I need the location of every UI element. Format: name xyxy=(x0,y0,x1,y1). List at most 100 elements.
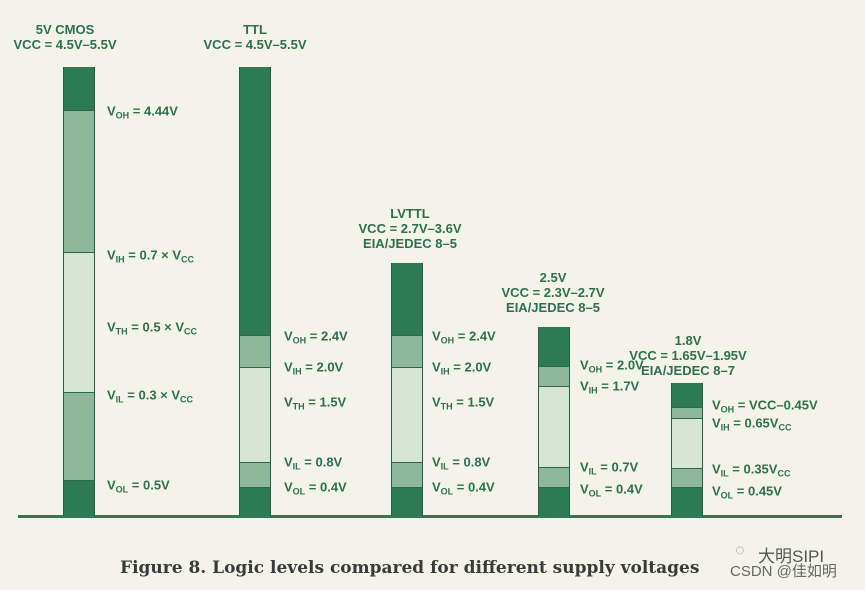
level-subscript: IH xyxy=(720,422,730,433)
column-title-line: EIA/JEDEC 8–5 xyxy=(363,236,457,251)
column-title-line: LVTTL xyxy=(390,206,430,221)
level-label: VTH = 1.5V xyxy=(284,394,347,412)
level-label: VIH = 1.7V xyxy=(580,378,640,396)
level-value: = 0.35V xyxy=(728,461,778,477)
bar-segment-dark xyxy=(539,487,569,517)
bar-segment-dark xyxy=(240,67,270,336)
level-value: = 2.4V xyxy=(306,328,348,344)
level-label: VIL = 0.8V xyxy=(284,454,343,472)
bar-segment-mid xyxy=(539,366,569,387)
bar-segment-light xyxy=(672,418,702,469)
bar-segment-mid xyxy=(539,467,569,488)
level-label: VTH = 1.5V xyxy=(432,394,495,412)
level-label: VOH = 4.44V xyxy=(107,103,178,121)
level-value: = 1.5V xyxy=(452,394,495,410)
column-title-line: 5V CMOS xyxy=(35,22,95,37)
wechat-icon: ◌ xyxy=(735,542,745,559)
level-value: = 4.44V xyxy=(129,103,178,119)
level-label: VOH = 2.4V xyxy=(284,328,348,346)
column-title: 1.8V VCC = 1.65V–1.95V EIA/JEDEC 8–7 xyxy=(629,333,746,378)
figure-caption: Figure 8. Logic levels compared for diff… xyxy=(120,558,700,578)
level-value: = 0.4V xyxy=(601,481,643,497)
logic-level-bar xyxy=(538,327,570,517)
column-title-line: EIA/JEDEC 8–7 xyxy=(641,363,735,378)
bar-segment-dark xyxy=(392,263,422,336)
column-title-line: VCC = 4.5V–5.5V xyxy=(203,37,307,52)
column-title-line: VCC = 2.7V–3.6V xyxy=(358,221,462,236)
column-title: 2.5V VCC = 2.3V–2.7V EIA/JEDEC 8–5 xyxy=(502,270,605,315)
level-value: = 0.5V xyxy=(128,477,170,493)
level-value: = 0.4V xyxy=(305,479,347,495)
level-subscript: OL xyxy=(720,490,734,501)
bar-segment-dark xyxy=(672,383,702,408)
baseline-axis xyxy=(18,515,842,518)
bar-segment-mid xyxy=(672,407,702,419)
level-subscript: CC xyxy=(184,326,198,337)
level-label: VOL = 0.4V xyxy=(432,479,495,497)
column-title-line: 1.8V xyxy=(674,333,702,348)
level-subscript: OH xyxy=(292,335,307,346)
level-subscript: IL xyxy=(440,461,449,472)
logic-level-bar xyxy=(391,263,423,517)
level-value: = 0.65V xyxy=(729,415,779,431)
level-label: VOL = 0.45V xyxy=(712,483,782,501)
level-value: = 0.8V xyxy=(448,454,491,470)
level-subscript: TH xyxy=(292,401,305,412)
level-subscript: OL xyxy=(440,486,454,497)
column-title-line: TTL xyxy=(243,22,267,37)
level-subscript: OL xyxy=(588,488,602,499)
level-value: = VCC–0.45V xyxy=(734,397,818,413)
level-subscript: IH xyxy=(440,366,450,377)
level-subscript: IH xyxy=(292,366,302,377)
level-label: VOH = 2.0V xyxy=(580,357,644,375)
column-title-line: EIA/JEDEC 8–5 xyxy=(506,300,600,315)
level-subscript: OH xyxy=(588,364,603,375)
level-subscript: IL xyxy=(720,468,729,479)
level-label: VIL = 0.35VCC xyxy=(712,461,791,479)
logic-level-bar xyxy=(671,383,703,517)
level-subscript: IL xyxy=(115,394,124,405)
level-label: VIH = 2.0V xyxy=(432,359,492,377)
column-title-line: 2.5V xyxy=(539,270,567,285)
level-label: VOL = 0.4V xyxy=(284,479,347,497)
level-label: VOH = 2.4V xyxy=(432,328,496,346)
level-subscript: OH xyxy=(440,335,455,346)
level-value: = 0.3 × V xyxy=(123,387,181,403)
level-value: = 0.7V xyxy=(596,459,639,475)
bar-segment-light xyxy=(240,367,270,463)
bar-segment-dark xyxy=(539,327,569,367)
level-label: VIH = 2.0V xyxy=(284,359,344,377)
level-label: VIH = 0.65VCC xyxy=(712,415,792,433)
bar-segment-dark xyxy=(672,487,702,517)
level-label: VOL = 0.5V xyxy=(107,477,170,495)
level-label: VIH = 0.7 × VCC xyxy=(107,247,195,265)
column-title: LVTTL VCC = 2.7V–3.6V EIA/JEDEC 8–5 xyxy=(359,206,462,251)
level-value: = 2.0V xyxy=(449,359,492,375)
level-value: = 0.7 × V xyxy=(124,247,182,263)
level-value: = 2.0V xyxy=(602,357,644,373)
bar-segment-light xyxy=(392,367,422,463)
level-label: VOL = 0.4V xyxy=(580,481,643,499)
level-label: VIL = 0.8V xyxy=(432,454,491,472)
column-title: 5V CMOS VCC = 4.5V–5.5V xyxy=(14,22,117,52)
level-value: = 0.45V xyxy=(733,483,782,499)
level-value: = 0.4V xyxy=(453,479,495,495)
level-value: = 1.5V xyxy=(304,394,347,410)
column-title-line: VCC = 4.5V–5.5V xyxy=(13,37,117,52)
level-subscript: TH xyxy=(115,326,128,337)
level-subscript: IL xyxy=(588,466,597,477)
level-subscript: OH xyxy=(115,110,130,121)
level-label: VTH = 0.5 × VCC xyxy=(107,319,198,337)
level-label: VIL = 0.7V xyxy=(580,459,639,477)
watermark-line2: CSDN @佳如明 xyxy=(730,563,837,580)
bar-segment-light xyxy=(539,386,569,468)
bar-segment-mid xyxy=(672,468,702,488)
level-value: = 0.8V xyxy=(300,454,343,470)
bar-segment-dark xyxy=(64,480,94,517)
bar-segment-mid xyxy=(64,110,94,253)
level-subscript: IH xyxy=(115,254,125,265)
level-label: VOH = VCC–0.45V xyxy=(712,397,818,415)
level-subscript: CC xyxy=(181,254,195,265)
column-title-line: VCC = 1.65V–1.95V xyxy=(629,348,747,363)
